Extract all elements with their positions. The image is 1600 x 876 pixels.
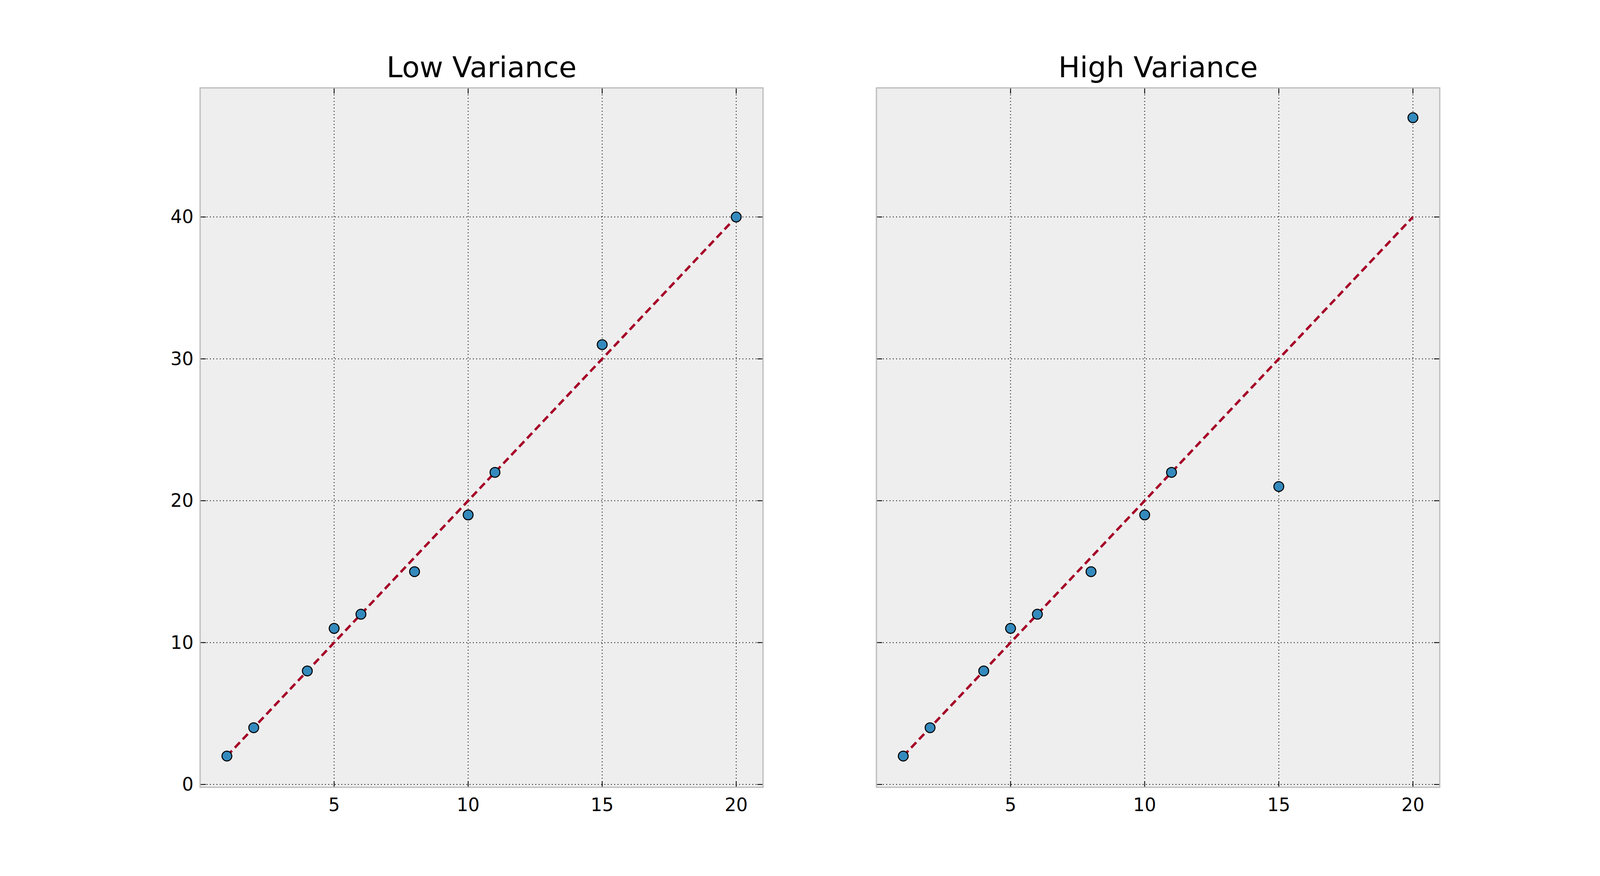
x-tick-label: 10 xyxy=(1133,794,1157,816)
tick-mark xyxy=(1412,87,1414,94)
tick-mark xyxy=(1009,781,1011,788)
scatter-point xyxy=(1166,467,1177,478)
plot-background xyxy=(876,87,1440,788)
scatter-point xyxy=(898,751,909,762)
grid-line xyxy=(333,87,335,788)
tick-mark xyxy=(1434,358,1440,360)
tick-mark xyxy=(757,784,764,786)
y-tick-label: 40 xyxy=(170,206,194,228)
scatter-point xyxy=(1032,609,1043,620)
plot-background xyxy=(200,87,764,788)
chart-canvas: 5 10 15 20 0 10 20 30 40 Low Variance 5 10 15 20 High … xyxy=(0,0,1600,876)
tick-mark xyxy=(876,216,883,218)
scatter-point xyxy=(409,567,420,577)
grid-line xyxy=(601,87,603,788)
y-tick-label: 20 xyxy=(170,490,194,512)
chart: 5 10 15 20 High Variance xyxy=(876,50,1440,816)
data-group xyxy=(898,112,1418,762)
scatter-point xyxy=(1005,623,1016,634)
tick-mark xyxy=(333,87,335,94)
data-group xyxy=(221,212,742,762)
grid-line xyxy=(200,216,764,218)
scatter-point xyxy=(1273,481,1284,492)
tick-mark xyxy=(1434,500,1440,502)
y-tick-label: 0 xyxy=(182,774,194,796)
tick-mark xyxy=(876,358,883,360)
grid-line xyxy=(876,784,1440,786)
scatter-point xyxy=(355,609,366,620)
grid-line xyxy=(1412,87,1414,788)
plot-frame xyxy=(876,87,1440,788)
x-tick-label: 15 xyxy=(1267,794,1291,816)
grid-line xyxy=(876,500,1440,502)
tick-mark xyxy=(1434,642,1440,644)
tick-mark xyxy=(1144,87,1146,94)
line-series xyxy=(903,216,1413,757)
tick-mark xyxy=(467,781,469,788)
tick-mark xyxy=(200,358,206,360)
scatter-point xyxy=(329,623,339,634)
grid-line xyxy=(200,500,764,502)
scatter-point xyxy=(731,212,742,222)
scatter-point xyxy=(1139,510,1150,521)
y-tick-label: 30 xyxy=(170,348,194,370)
tick-mark xyxy=(735,87,737,94)
tick-mark xyxy=(200,784,206,786)
tick-mark xyxy=(757,358,764,360)
tick-mark xyxy=(1144,781,1146,788)
tick-mark xyxy=(200,642,206,644)
x-tick-label: 15 xyxy=(590,794,614,816)
x-tick-label: 5 xyxy=(1004,794,1017,816)
tick-mark xyxy=(757,216,764,218)
grid-line xyxy=(1009,87,1011,788)
grid-line xyxy=(876,216,1440,218)
grid-line xyxy=(200,784,764,786)
chart-title: High Variance xyxy=(1058,50,1259,85)
grid-line xyxy=(735,87,737,788)
grid-line xyxy=(467,87,469,788)
grid-line xyxy=(876,642,1440,644)
scatter-point xyxy=(302,666,313,677)
grid-line xyxy=(1278,87,1280,788)
grid-line xyxy=(1144,87,1146,788)
plot-frame xyxy=(200,87,764,788)
y-tick-label: 10 xyxy=(170,632,194,654)
tick-mark xyxy=(1009,87,1011,94)
x-tick-label: 20 xyxy=(724,794,748,816)
x-tick-label: 10 xyxy=(456,794,480,816)
tick-mark xyxy=(601,87,603,94)
tick-mark xyxy=(467,87,469,94)
scatter-point xyxy=(221,751,232,762)
scatter-point xyxy=(490,467,501,478)
tick-mark xyxy=(1434,784,1440,786)
scatter-point xyxy=(597,339,608,350)
tick-mark xyxy=(1434,216,1440,218)
grid-line xyxy=(876,358,1440,360)
tick-mark xyxy=(1278,87,1280,94)
scatter-point xyxy=(248,723,259,734)
tick-mark xyxy=(1278,781,1280,788)
x-tick-label: 5 xyxy=(328,794,340,816)
tick-mark xyxy=(876,500,883,502)
chart: 5 10 15 20 0 10 20 30 40 Low Variance xyxy=(170,50,764,816)
scatter-point xyxy=(463,510,473,521)
tick-mark xyxy=(200,500,206,502)
line-series xyxy=(226,216,737,757)
x-tick-label: 20 xyxy=(1401,794,1425,816)
tick-mark xyxy=(200,216,206,218)
tick-mark xyxy=(876,642,883,644)
scatter-point xyxy=(978,666,989,677)
chart-title: Low Variance xyxy=(386,50,577,85)
tick-mark xyxy=(876,784,883,786)
tick-mark xyxy=(757,642,764,644)
tick-mark xyxy=(333,781,335,788)
grid-line xyxy=(200,642,764,644)
grid-line xyxy=(200,358,764,360)
scatter-point xyxy=(1085,567,1096,577)
scatter-point xyxy=(925,723,936,734)
tick-mark xyxy=(757,500,764,502)
scatter-point xyxy=(1408,112,1418,123)
